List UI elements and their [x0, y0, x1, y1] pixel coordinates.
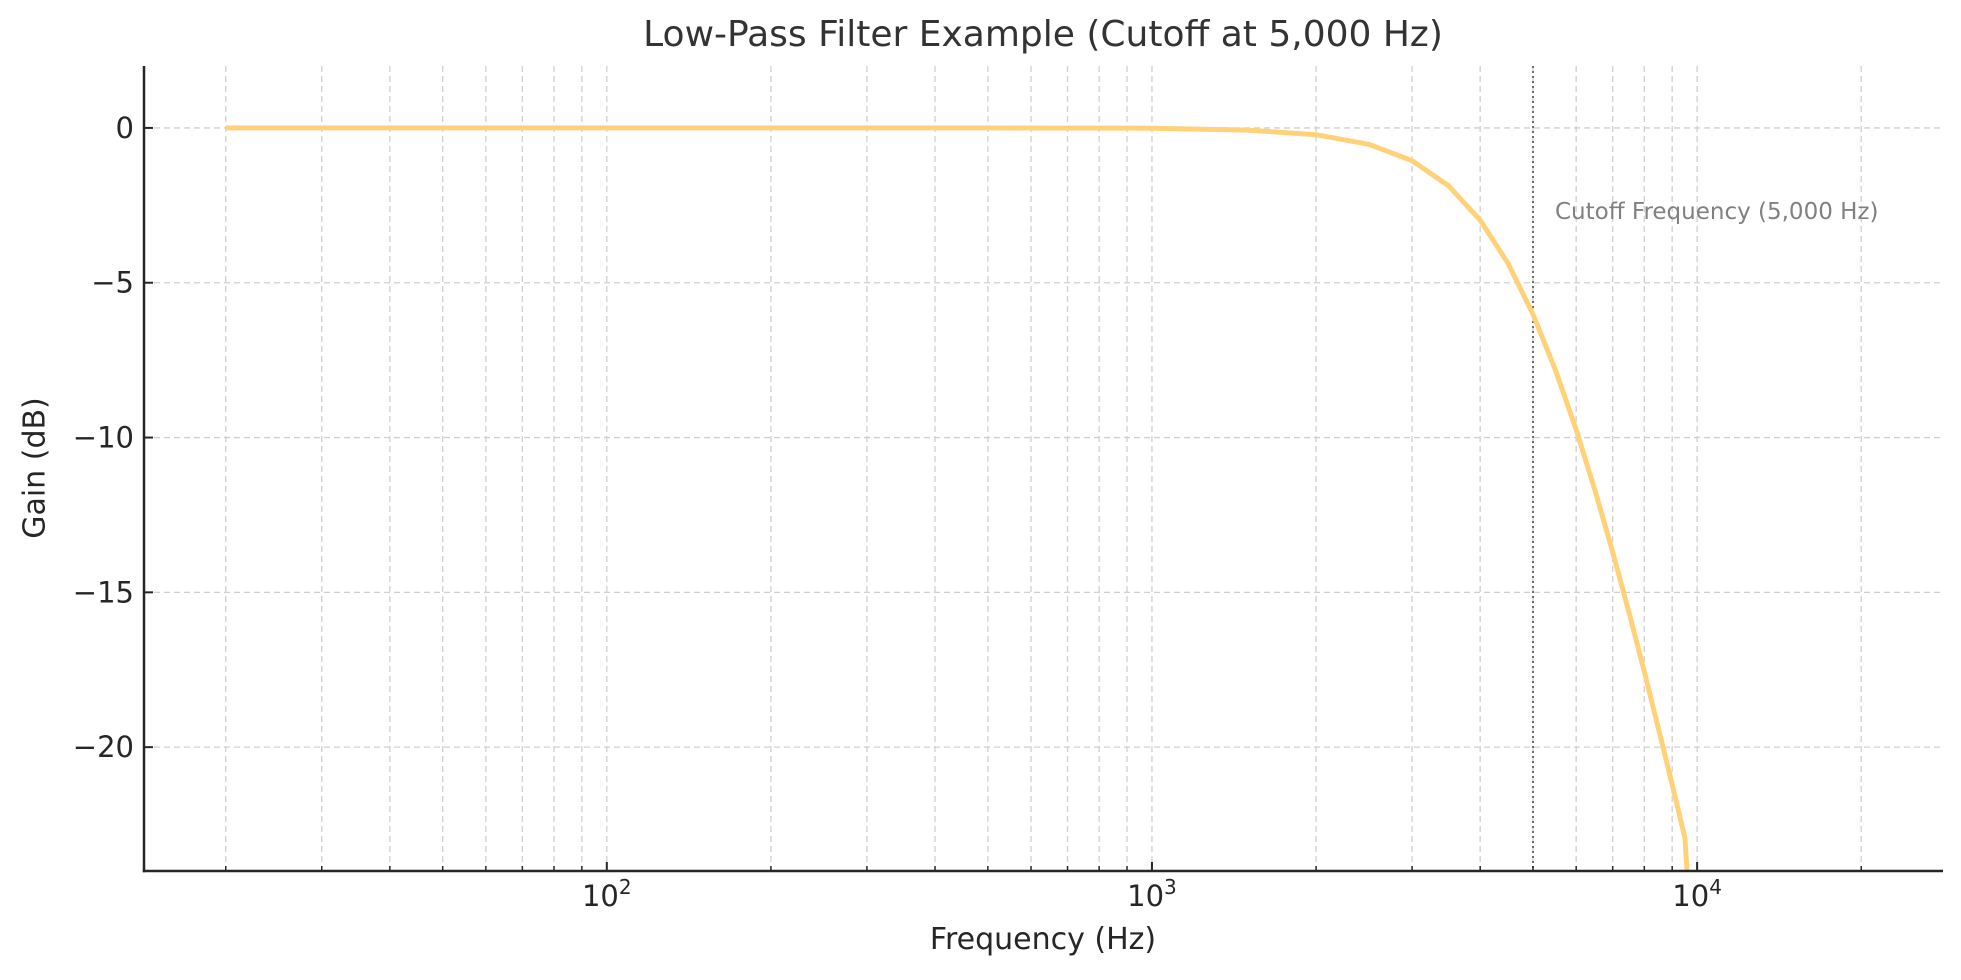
- x-tick-label: 102: [582, 875, 632, 913]
- gain-curve: [225, 125, 1690, 872]
- y-tick-label: −15: [73, 575, 134, 609]
- x-tick-label: 103: [1127, 875, 1177, 913]
- y-axis-label: Gain (dB): [17, 397, 53, 539]
- tick-labels: 102 103 104 0 −5 −10 −15 −20: [73, 111, 1722, 913]
- y-tick-label: 0: [116, 111, 134, 145]
- chart-title: Low-Pass Filter Example (Cutoff at 5,000…: [643, 14, 1443, 55]
- y-tick-label: −10: [73, 421, 134, 455]
- y-tick-label: −5: [91, 266, 134, 300]
- gridlines: [144, 66, 1943, 871]
- x-tick-label: 104: [1672, 875, 1722, 913]
- x-axis-label: Frequency (Hz): [929, 922, 1157, 957]
- axes: [142, 66, 1943, 873]
- cutoff-annotation: Cutoff Frequency (5,000 Hz): [1555, 199, 1879, 225]
- series-lines: [225, 125, 1690, 872]
- y-tick-label: −20: [73, 730, 134, 764]
